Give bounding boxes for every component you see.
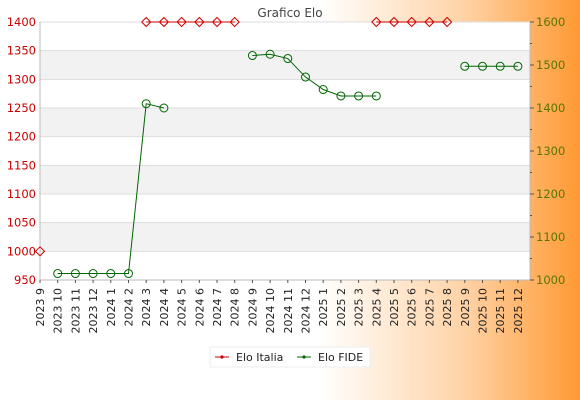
data-point [336, 91, 346, 101]
data-point [371, 16, 382, 28]
x-axis-tick-label: 2025 8 [441, 288, 454, 327]
right-axis-tick-label: 1300 [536, 144, 565, 158]
legend-label: Elo FIDE [318, 351, 363, 364]
x-axis-tick-label: 2023 12 [87, 288, 100, 334]
x-axis-tick-label: 2023 10 [52, 288, 65, 334]
right-axis-tick-label: 1100 [536, 230, 565, 244]
data-point [441, 16, 453, 28]
x-axis-tick-label: 2024 8 [229, 288, 242, 327]
data-point [247, 51, 257, 61]
data-point [478, 61, 487, 71]
x-axis-tick-label: 2024 9 [246, 288, 259, 327]
left-axis-tick-label: 1150 [7, 158, 36, 172]
left-axis-tick-label: 1300 [7, 72, 36, 86]
data-point [265, 49, 275, 59]
data-point [176, 16, 187, 28]
x-axis-tick-label: 2025 12 [512, 288, 525, 334]
data-point [158, 16, 170, 28]
legend-label: Elo Italia [236, 351, 283, 364]
x-axis-tick-label: 2024 6 [193, 288, 206, 327]
x-axis-tick-label: 2023 11 [69, 288, 82, 334]
data-point [301, 72, 310, 82]
data-point [124, 269, 133, 279]
right-axis-tick-label: 1200 [536, 187, 565, 201]
x-axis-tick-label: 2025 5 [388, 288, 401, 327]
grid-band [40, 251, 530, 280]
data-point [141, 99, 151, 109]
x-axis-tick-label: 2025 6 [406, 288, 419, 327]
data-point [371, 91, 381, 101]
left-axis-tick-label: 1250 [7, 101, 36, 115]
grid-band [40, 194, 530, 223]
right-axis-tick-label: 1000 [536, 273, 565, 287]
legend-box [209, 346, 371, 368]
left-axis-tick-label: 1000 [7, 244, 36, 258]
x-axis-tick-label: 2024 3 [140, 288, 153, 327]
grid-band [40, 165, 530, 194]
data-point [229, 16, 240, 28]
x-axis-tick-label: 2025 4 [370, 288, 383, 327]
x-axis-tick-label: 2024 5 [176, 288, 189, 327]
right-axis-tick-label: 1500 [536, 58, 565, 72]
data-point [140, 16, 152, 28]
x-axis-tick-label: 2025 11 [494, 288, 507, 334]
grid-band [40, 50, 530, 80]
grid-band [40, 136, 530, 166]
x-axis-tick-label: 2025 7 [423, 288, 436, 327]
x-axis-tick-label: 2025 9 [459, 288, 472, 327]
right-axis-tick-label: 1600 [536, 15, 565, 29]
x-axis-tick-label: 2024 2 [123, 288, 136, 327]
x-axis-tick-label: 2023 9 [34, 288, 47, 327]
data-point [424, 16, 435, 28]
data-point [406, 16, 417, 28]
left-axis-tick-label: 1050 [7, 216, 36, 230]
data-point [34, 246, 46, 257]
series-line-elo-fide [252, 53, 377, 97]
data-point [513, 61, 523, 71]
grid-band [40, 79, 530, 108]
legend: Elo Italia Elo FIDE [209, 346, 371, 368]
left-axis-tick-label: 1200 [7, 130, 36, 144]
legend-swatch-marker [302, 355, 306, 359]
data-point [354, 91, 364, 101]
data-point [495, 61, 505, 71]
data-point [53, 269, 63, 279]
x-axis-tick-label: 2024 4 [158, 288, 171, 327]
data-point [318, 85, 328, 95]
x-axis-tick-label: 2025 2 [335, 288, 348, 327]
x-axis-tick-label: 2024 11 [282, 288, 295, 334]
series-line-elo-fide [57, 103, 165, 275]
left-axis-tick-label: 1350 [7, 44, 36, 58]
x-axis-tick-label: 2025 10 [477, 288, 490, 334]
data-point [283, 54, 293, 64]
data-point [70, 269, 80, 279]
data-point [460, 61, 470, 71]
x-axis-tick-label: 2024 7 [211, 288, 224, 327]
x-axis-tick-label: 2025 1 [317, 288, 330, 327]
data-point [194, 16, 205, 28]
data-point [88, 269, 98, 279]
x-axis-tick-label: 2024 12 [300, 288, 313, 334]
x-axis-tick-label: 2024 1 [105, 288, 118, 327]
chart-title: Grafico Elo [257, 6, 322, 20]
grid-band [40, 222, 530, 252]
left-axis-tick-label: 950 [14, 273, 36, 287]
x-axis-tick-label: 2025 3 [353, 288, 366, 327]
left-axis-tick-label: 1400 [7, 15, 36, 29]
left-axis-tick-label: 1100 [7, 187, 36, 201]
grid-band [40, 108, 530, 137]
data-point [106, 269, 116, 279]
x-axis-tick-label: 2024 10 [264, 288, 277, 334]
data-point [388, 16, 400, 28]
right-axis-tick-label: 1400 [536, 101, 565, 115]
data-point [211, 16, 223, 28]
data-point [159, 103, 169, 113]
legend-swatch-marker [220, 355, 224, 359]
grid-band [40, 22, 530, 51]
